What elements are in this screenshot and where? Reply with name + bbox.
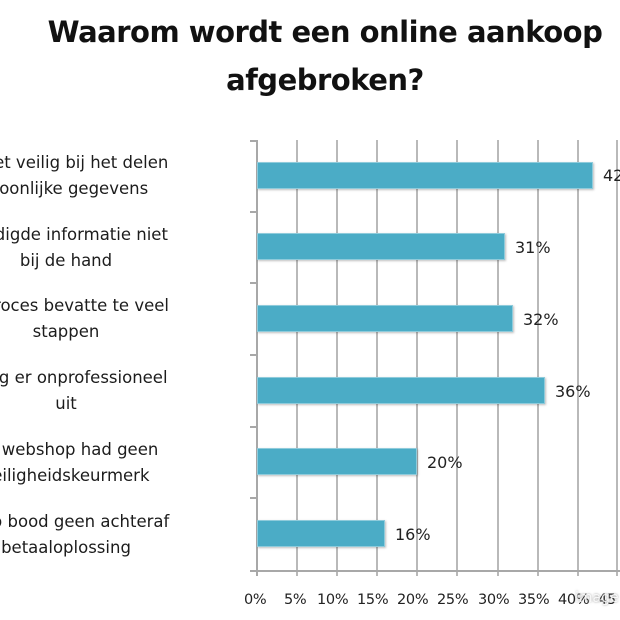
y-tick xyxy=(250,282,257,284)
y-tick xyxy=(250,354,257,356)
chart-title: Waarom wordt een online aankoop afgebrok… xyxy=(0,8,620,104)
x-tick-label: 20% xyxy=(397,592,429,608)
bar-2 xyxy=(257,305,513,332)
x-tick-label: 5% xyxy=(284,592,307,608)
category-label: opproces bevatte te veel stappen xyxy=(0,296,169,341)
category-label: p zag er onprofessioneel uit xyxy=(0,368,168,413)
watermark: image xyxy=(575,590,619,606)
x-tick-label: 35% xyxy=(518,592,550,608)
category-label: enodigde informatie niet bij de hand xyxy=(0,225,168,270)
x-tick-label: 15% xyxy=(357,592,389,608)
value-label: 20% xyxy=(427,453,463,472)
y-tick xyxy=(250,426,257,428)
x-tick-label: 25% xyxy=(437,592,469,608)
gridline xyxy=(616,140,618,576)
value-label: 16% xyxy=(395,525,431,544)
bar-4 xyxy=(257,448,417,475)
category-label: e niet veilig bij het delen rsoonlijke g… xyxy=(0,153,169,198)
gridline xyxy=(376,140,378,576)
gridline xyxy=(336,140,338,576)
x-tick-label: 10% xyxy=(317,592,349,608)
x-axis xyxy=(250,570,620,572)
chart-title-line-2: afgebroken? xyxy=(226,63,424,97)
gridline xyxy=(416,140,418,576)
x-tick-label: 30% xyxy=(478,592,510,608)
bar-5 xyxy=(257,520,385,547)
y-tick xyxy=(250,211,257,213)
gridline xyxy=(456,140,458,576)
bar-1 xyxy=(257,233,505,260)
gridline xyxy=(296,140,298,576)
x-tick-label: 0% xyxy=(244,592,267,608)
gridline xyxy=(537,140,539,576)
gridline xyxy=(497,140,499,576)
chart-title-line-1: Waarom wordt een online aankoop xyxy=(47,15,603,49)
y-tick xyxy=(250,497,257,499)
value-label: 42 xyxy=(603,166,620,185)
bar-0 xyxy=(257,162,593,189)
y-axis xyxy=(256,140,258,576)
x-tick-label: 40% xyxy=(558,592,590,608)
value-label: 32% xyxy=(523,310,559,329)
x-tick-label: 45 xyxy=(598,592,616,608)
gridline xyxy=(577,140,579,576)
y-tick xyxy=(250,140,257,142)
bar-3 xyxy=(257,377,545,404)
category-label: De webshop had geen veiligheidskeurmerk xyxy=(0,440,159,485)
category-label: shop bood geen achteraf betaaloplossing xyxy=(0,512,170,557)
value-label: 36% xyxy=(555,382,591,401)
value-label: 31% xyxy=(515,238,551,257)
